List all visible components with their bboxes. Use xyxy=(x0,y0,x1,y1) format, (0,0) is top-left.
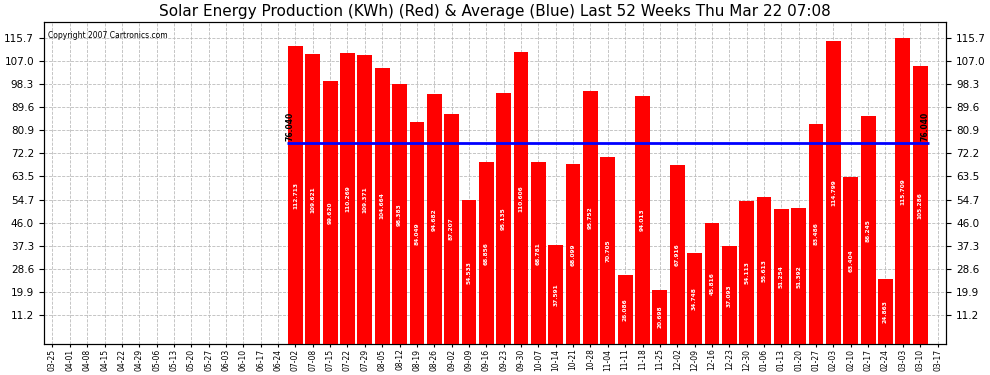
Bar xyxy=(514,52,529,344)
Text: 87.207: 87.207 xyxy=(449,218,454,240)
Bar xyxy=(860,116,875,344)
Bar xyxy=(583,91,598,344)
Text: 83.486: 83.486 xyxy=(814,223,819,246)
Bar xyxy=(357,55,372,344)
Text: 104.664: 104.664 xyxy=(380,192,385,219)
Text: 54.533: 54.533 xyxy=(466,261,471,284)
Bar xyxy=(427,94,442,344)
Bar xyxy=(756,197,771,344)
Text: Copyright 2007 Cartronics.com: Copyright 2007 Cartronics.com xyxy=(49,32,168,40)
Text: 68.099: 68.099 xyxy=(570,243,575,266)
Bar xyxy=(600,158,615,344)
Text: 24.863: 24.863 xyxy=(883,300,888,323)
Bar xyxy=(843,177,858,344)
Text: 109.621: 109.621 xyxy=(310,186,315,213)
Bar xyxy=(878,279,893,344)
Text: 86.245: 86.245 xyxy=(865,219,870,242)
Text: 70.705: 70.705 xyxy=(605,240,610,262)
Bar xyxy=(809,124,824,344)
Text: 98.383: 98.383 xyxy=(397,203,402,226)
Text: 51.392: 51.392 xyxy=(796,265,801,288)
Bar xyxy=(722,246,737,344)
Bar xyxy=(705,223,720,344)
Bar xyxy=(531,162,545,344)
Bar xyxy=(826,41,841,344)
Text: 110.269: 110.269 xyxy=(345,185,350,212)
Text: 115.709: 115.709 xyxy=(900,178,905,205)
Text: 112.713: 112.713 xyxy=(293,182,298,209)
Text: 55.613: 55.613 xyxy=(761,260,766,282)
Text: 68.856: 68.856 xyxy=(484,242,489,265)
Text: 76.040: 76.040 xyxy=(921,111,930,141)
Text: 26.086: 26.086 xyxy=(623,298,628,321)
Bar xyxy=(375,68,390,344)
Bar xyxy=(548,245,563,344)
Text: 37.093: 37.093 xyxy=(727,284,732,307)
Text: 95.752: 95.752 xyxy=(588,206,593,229)
Bar xyxy=(445,114,459,344)
Bar xyxy=(341,53,354,344)
Bar xyxy=(791,209,806,344)
Bar xyxy=(288,46,303,344)
Text: 67.916: 67.916 xyxy=(675,243,680,266)
Bar xyxy=(652,290,667,344)
Bar xyxy=(774,209,789,344)
Text: 99.620: 99.620 xyxy=(328,201,333,224)
Bar xyxy=(565,164,580,344)
Text: 34.748: 34.748 xyxy=(692,287,697,310)
Text: 45.816: 45.816 xyxy=(710,272,715,295)
Text: 51.254: 51.254 xyxy=(779,265,784,288)
Text: 109.371: 109.371 xyxy=(362,186,367,213)
Title: Solar Energy Production (KWh) (Red) & Average (Blue) Last 52 Weeks Thu Mar 22 07: Solar Energy Production (KWh) (Red) & Av… xyxy=(159,4,831,19)
Bar xyxy=(323,81,338,344)
Bar xyxy=(618,275,633,344)
Bar xyxy=(305,54,320,344)
Bar xyxy=(461,200,476,344)
Text: 94.013: 94.013 xyxy=(640,209,645,231)
Bar xyxy=(479,162,494,344)
Bar xyxy=(636,96,649,344)
Bar xyxy=(670,165,685,344)
Bar xyxy=(410,122,425,344)
Text: 110.606: 110.606 xyxy=(519,185,524,211)
Text: 105.286: 105.286 xyxy=(918,192,923,219)
Bar xyxy=(913,66,928,344)
Text: 94.682: 94.682 xyxy=(432,208,437,231)
Text: 54.113: 54.113 xyxy=(744,261,749,284)
Text: 84.049: 84.049 xyxy=(415,222,420,245)
Bar xyxy=(392,84,407,344)
Bar xyxy=(896,38,910,344)
Bar xyxy=(496,93,511,344)
Bar xyxy=(687,252,702,344)
Text: 63.404: 63.404 xyxy=(848,249,853,272)
Text: 37.591: 37.591 xyxy=(553,284,558,306)
Bar xyxy=(740,201,754,344)
Text: 68.781: 68.781 xyxy=(536,242,541,265)
Text: 76.040: 76.040 xyxy=(286,111,295,141)
Text: 114.799: 114.799 xyxy=(831,179,836,206)
Text: 20.698: 20.698 xyxy=(657,306,662,328)
Text: 95.135: 95.135 xyxy=(501,207,506,230)
